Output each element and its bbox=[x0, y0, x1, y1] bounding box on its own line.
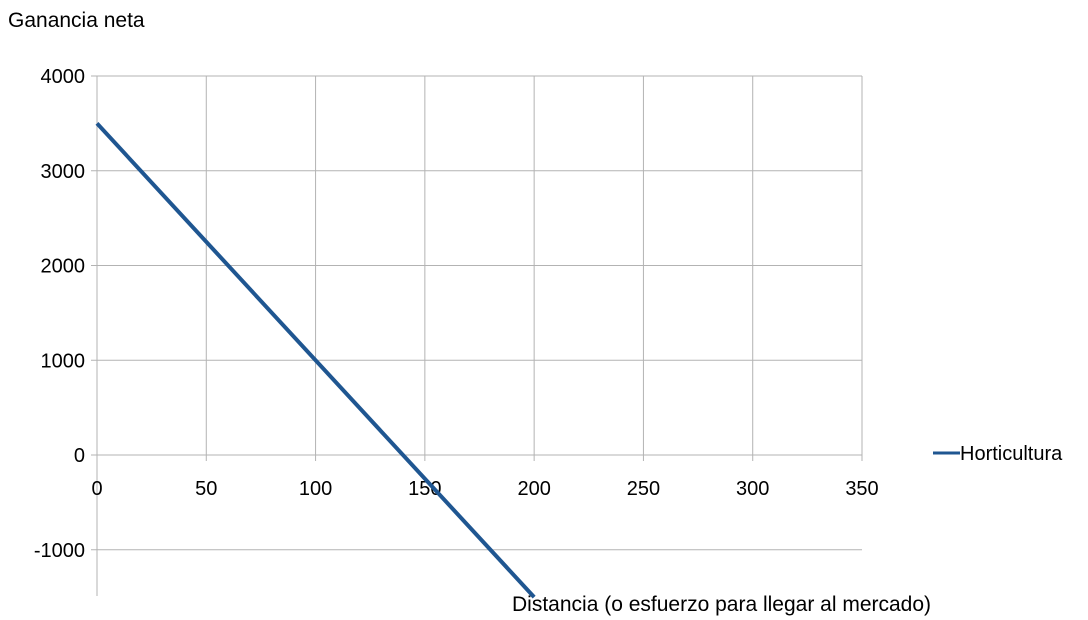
y-axis-title: Ganancia neta bbox=[8, 9, 145, 32]
x-tick-label-0: 0 bbox=[91, 478, 102, 500]
x-tick-label-2: 100 bbox=[299, 478, 332, 500]
x-tick-label-4: 200 bbox=[517, 478, 550, 500]
x-axis-title: Distancia (o esfuerzo para llegar al mer… bbox=[512, 593, 931, 616]
x-tick-label-3: 150 bbox=[408, 478, 441, 500]
x-tick-label-6: 300 bbox=[736, 478, 769, 500]
y-tick-label-2: 2000 bbox=[41, 256, 86, 278]
tick-labels: 4000 3000 2000 1000 0 -1000 0 50 100 150 200 250 300… bbox=[34, 66, 879, 562]
x-tick-label-1: 50 bbox=[195, 478, 217, 500]
series-line-horticultura bbox=[95, 122, 536, 599]
y-tick-label-5: -1000 bbox=[34, 540, 85, 562]
y-tick-label-3: 1000 bbox=[41, 350, 86, 372]
x-tick-label-5: 250 bbox=[627, 478, 660, 500]
axes bbox=[91, 75, 863, 596]
y-tick-label-1: 3000 bbox=[41, 161, 86, 183]
legend-label-horticultura: Horticultura bbox=[960, 443, 1063, 465]
y-tick-label-4: 0 bbox=[74, 445, 85, 467]
x-tick-label-7: 350 bbox=[845, 478, 878, 500]
y-tick-label-0: 4000 bbox=[41, 66, 86, 88]
series-lines bbox=[95, 122, 536, 599]
legend: Horticultura bbox=[933, 443, 1063, 465]
